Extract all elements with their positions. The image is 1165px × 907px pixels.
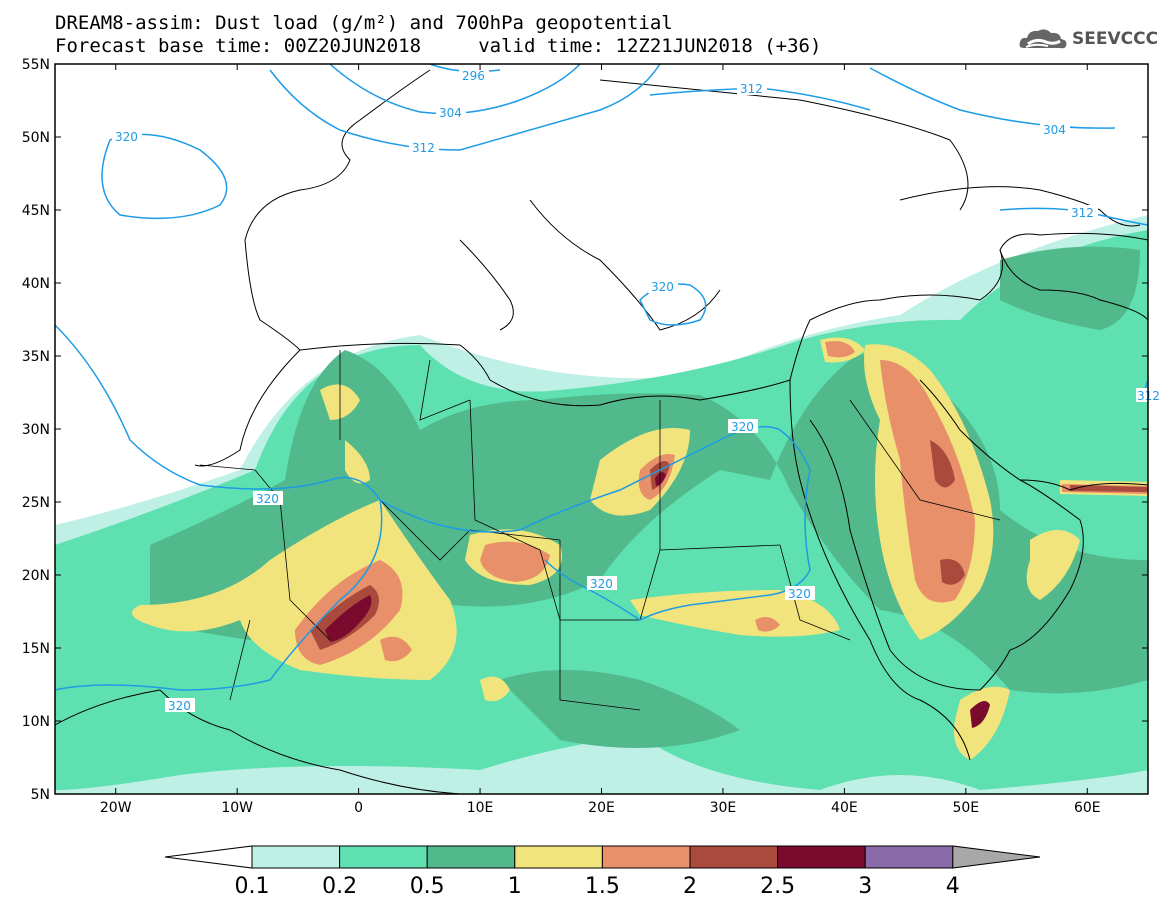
colorbar-swatch	[514, 845, 603, 869]
coastlines	[55, 69, 1148, 794]
colorbar-level-label: 3	[858, 874, 872, 899]
dust-shading	[55, 215, 1148, 794]
latitude-axis: 55N 50N 45N 40N 35N 30N 25N 20N 15N 10N 5N	[22, 57, 1148, 803]
lat-tick-label: 45N	[22, 203, 50, 219]
colorbar-level-label: 1.5	[585, 874, 620, 899]
longitude-axis: 20W 10W 0 10E 20E 30E 40E 50E 60E	[100, 64, 1101, 816]
contour-label: 304	[439, 106, 462, 120]
lat-tick-label: 55N	[22, 57, 50, 73]
contour-label: 312	[412, 141, 435, 155]
lat-tick-label: 15N	[22, 641, 50, 657]
contour-label: 320	[788, 587, 811, 601]
colorbar-low-extension	[164, 845, 253, 869]
lat-tick-label: 5N	[31, 787, 50, 803]
map-title: DREAM8-assim: Dust load (g/m²) and 700hP…	[55, 12, 673, 34]
lat-tick-label: 35N	[22, 349, 50, 365]
colorbar-swatch	[689, 845, 779, 869]
contour-label: 304	[1043, 123, 1066, 137]
contour-label: 296	[462, 69, 485, 83]
contour-label: 320	[651, 280, 674, 294]
colorbar-swatch	[777, 845, 866, 869]
colorbar: 0.1 0.2 0.5 1 1.5 2 2.5 3 4	[164, 845, 1041, 899]
contour-label: 312	[1071, 206, 1094, 220]
lon-tick-label: 20E	[588, 800, 615, 816]
contour-label: 312	[740, 82, 763, 96]
contour-label: 320	[256, 492, 279, 506]
colorbar-swatch	[339, 845, 428, 869]
colorbar-high-extension	[952, 845, 1041, 869]
colorbar-level-label: 2.5	[760, 874, 795, 899]
contour-label: 320	[168, 699, 191, 713]
colorbar-level-label: 0.2	[322, 874, 357, 899]
contour-label: 320	[590, 577, 613, 591]
lat-tick-label: 40N	[22, 276, 50, 292]
colorbar-swatch	[601, 845, 691, 869]
colorbar-swatch	[426, 845, 516, 869]
logo-text: SEEVCCC	[1072, 29, 1159, 49]
lat-tick-label: 20N	[22, 568, 50, 584]
lat-tick-label: 50N	[22, 130, 50, 146]
colorbar-level-label: 2	[683, 874, 697, 899]
forecast-times: Forecast base time: 00Z20JUN2018 valid t…	[55, 35, 822, 57]
colorbar-level-label: 4	[946, 874, 960, 899]
lat-tick-label: 25N	[22, 495, 50, 511]
lon-tick-label: 30E	[710, 800, 737, 816]
contour-labels: 320 312 304 296 320 320 320 320 320 320 …	[112, 68, 1160, 713]
colorbar-level-label: 1	[508, 874, 522, 899]
colorbar-level-label: 0.5	[410, 874, 445, 899]
colorbar-swatch	[864, 845, 954, 869]
contour-label: 320	[731, 420, 754, 434]
colorbar-level-label: 0.1	[235, 874, 270, 899]
lon-tick-label: 20W	[100, 800, 132, 816]
lon-tick-label: 50E	[952, 800, 979, 816]
lon-tick-label: 10E	[467, 800, 494, 816]
lon-tick-label: 10W	[221, 800, 253, 816]
colorbar-swatch	[251, 845, 341, 869]
contour-label: 320	[115, 130, 138, 144]
lat-tick-label: 10N	[22, 714, 50, 730]
lon-tick-label: 60E	[1074, 800, 1101, 816]
lat-tick-label: 30N	[22, 422, 50, 438]
lon-tick-label: 40E	[831, 800, 858, 816]
seevccc-logo: SEEVCCC	[1018, 26, 1158, 52]
lon-tick-label: 0	[354, 800, 363, 816]
cloud-icon	[1019, 29, 1067, 49]
